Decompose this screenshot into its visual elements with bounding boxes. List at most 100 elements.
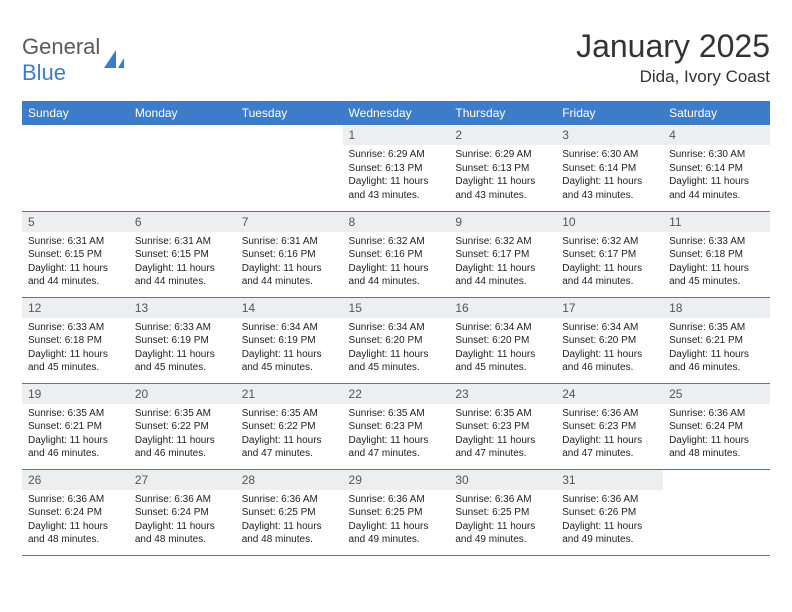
calendar-cell: 29Sunrise: 6:36 AMSunset: 6:25 PMDayligh…	[343, 469, 450, 555]
day-detail-line: Sunset: 6:26 PM	[562, 506, 657, 520]
header: General Blue January 2025 Dida, Ivory Co…	[22, 28, 770, 87]
day-number: 26	[22, 470, 129, 490]
day-number: 27	[129, 470, 236, 490]
day-detail-line: Daylight: 11 hours and 46 minutes.	[28, 434, 123, 461]
day-detail-line: Sunset: 6:24 PM	[28, 506, 123, 520]
day-detail-line: Sunrise: 6:30 AM	[669, 148, 764, 162]
weekday-header: Saturday	[663, 101, 770, 125]
day-detail-line: Sunset: 6:17 PM	[562, 248, 657, 262]
calendar-cell: 9Sunrise: 6:32 AMSunset: 6:17 PMDaylight…	[449, 211, 556, 297]
day-detail-line: Sunset: 6:24 PM	[135, 506, 230, 520]
brand-text-1: General	[22, 34, 100, 59]
day-number: 31	[556, 470, 663, 490]
day-number: 8	[343, 212, 450, 232]
day-detail-line: Daylight: 11 hours and 49 minutes.	[562, 520, 657, 547]
calendar-cell: 22Sunrise: 6:35 AMSunset: 6:23 PMDayligh…	[343, 383, 450, 469]
calendar-cell: 21Sunrise: 6:35 AMSunset: 6:22 PMDayligh…	[236, 383, 343, 469]
day-number: 14	[236, 298, 343, 318]
calendar-cell: 14 Sunrise: 6:34 AMSunset: 6:19 PMDayligh…	[236, 297, 343, 383]
day-detail-line: Sunrise: 6:30 AM	[562, 148, 657, 162]
calendar-header-row: SundayMondayTuesdayWednesdayThursdayFrid…	[22, 101, 770, 125]
day-detail-line: Sunset: 6:22 PM	[242, 420, 337, 434]
calendar-cell: 31Sunrise: 6:36 AMSunset: 6:26 PMDayligh…	[556, 469, 663, 555]
day-detail-line: Sunrise: 6:34 AM	[562, 321, 657, 335]
calendar-cell: 15Sunrise: 6:34 AMSunset: 6:20 PMDayligh…	[343, 297, 450, 383]
calendar-cell	[236, 125, 343, 211]
day-detail-line: Daylight: 11 hours and 44 minutes.	[135, 262, 230, 289]
day-detail-line: Sunrise: 6:31 AM	[28, 235, 123, 249]
brand-text-2: Blue	[22, 60, 66, 85]
day-details: Sunrise: 6:35 AMSunset: 6:22 PMDaylight:…	[129, 404, 236, 465]
calendar-cell: 13Sunrise: 6:33 AMSunset: 6:19 PMDayligh…	[129, 297, 236, 383]
day-detail-line: Daylight: 11 hours and 49 minutes.	[455, 520, 550, 547]
calendar-cell: 25Sunrise: 6:36 AMSunset: 6:24 PMDayligh…	[663, 383, 770, 469]
day-details: Sunrise: 6:30 AMSunset: 6:14 PMDaylight:…	[663, 145, 770, 206]
calendar-cell: 2Sunrise: 6:29 AMSunset: 6:13 PMDaylight…	[449, 125, 556, 211]
day-detail-line: Sunrise: 6:34 AM	[349, 321, 444, 335]
day-detail-line: Sunrise: 6:36 AM	[135, 493, 230, 507]
day-detail-line: Sunset: 6:16 PM	[242, 248, 337, 262]
weekday-header: Sunday	[22, 101, 129, 125]
weekday-header: Wednesday	[343, 101, 450, 125]
title-block: January 2025 Dida, Ivory Coast	[576, 28, 770, 87]
day-number: 1	[343, 125, 450, 145]
calendar-table: SundayMondayTuesdayWednesdayThursdayFrid…	[22, 101, 770, 556]
day-details: Sunrise: 6:36 AMSunset: 6:25 PMDaylight:…	[449, 490, 556, 551]
day-detail-line: Daylight: 11 hours and 45 minutes.	[455, 348, 550, 375]
calendar-week-row: 19Sunrise: 6:35 AMSunset: 6:21 PMDayligh…	[22, 383, 770, 469]
day-detail-line: Daylight: 11 hours and 45 minutes.	[28, 348, 123, 375]
day-number: 10	[556, 212, 663, 232]
day-detail-line: Daylight: 11 hours and 44 minutes.	[669, 175, 764, 202]
calendar-cell: 10Sunrise: 6:32 AMSunset: 6:17 PMDayligh…	[556, 211, 663, 297]
day-detail-line: Daylight: 11 hours and 48 minutes.	[135, 520, 230, 547]
day-detail-line: Sunrise: 6:32 AM	[562, 235, 657, 249]
day-number: 24	[556, 384, 663, 404]
day-detail-line: Daylight: 11 hours and 45 minutes.	[242, 348, 337, 375]
day-number: 21	[236, 384, 343, 404]
day-detail-line: Daylight: 11 hours and 48 minutes.	[242, 520, 337, 547]
day-number: 25	[663, 384, 770, 404]
day-detail-line: Sunset: 6:20 PM	[349, 334, 444, 348]
day-detail-line: Daylight: 11 hours and 48 minutes.	[669, 434, 764, 461]
day-detail-line: Sunrise: 6:29 AM	[455, 148, 550, 162]
calendar-cell: 24Sunrise: 6:36 AMSunset: 6:23 PMDayligh…	[556, 383, 663, 469]
calendar-cell	[663, 469, 770, 555]
day-number: 29	[343, 470, 450, 490]
calendar-cell	[22, 125, 129, 211]
day-detail-line: Sunset: 6:13 PM	[349, 162, 444, 176]
sail-icon	[102, 48, 126, 72]
day-detail-line: Daylight: 11 hours and 49 minutes.	[349, 520, 444, 547]
day-detail-line: Sunrise: 6:36 AM	[562, 407, 657, 421]
calendar-cell: 23Sunrise: 6:35 AMSunset: 6:23 PMDayligh…	[449, 383, 556, 469]
day-number: 23	[449, 384, 556, 404]
calendar-cell: 4Sunrise: 6:30 AMSunset: 6:14 PMDaylight…	[663, 125, 770, 211]
day-detail-line: Daylight: 11 hours and 44 minutes.	[455, 262, 550, 289]
calendar-cell: 5Sunrise: 6:31 AMSunset: 6:15 PMDaylight…	[22, 211, 129, 297]
day-detail-line: Sunset: 6:19 PM	[242, 334, 337, 348]
day-details: Sunrise: 6:36 AMSunset: 6:26 PMDaylight:…	[556, 490, 663, 551]
calendar-cell: 17Sunrise: 6:34 AMSunset: 6:20 PMDayligh…	[556, 297, 663, 383]
day-detail-line: Sunset: 6:21 PM	[669, 334, 764, 348]
day-number: 12	[22, 298, 129, 318]
day-detail-line: Daylight: 11 hours and 43 minutes.	[562, 175, 657, 202]
weekday-header: Tuesday	[236, 101, 343, 125]
day-detail-line: Sunset: 6:22 PM	[135, 420, 230, 434]
day-number: 20	[129, 384, 236, 404]
day-detail-line: Daylight: 11 hours and 47 minutes.	[562, 434, 657, 461]
day-number: 30	[449, 470, 556, 490]
day-detail-line: Sunset: 6:23 PM	[455, 420, 550, 434]
day-detail-line: Daylight: 11 hours and 44 minutes.	[349, 262, 444, 289]
calendar-cell: 30Sunrise: 6:36 AMSunset: 6:25 PMDayligh…	[449, 469, 556, 555]
day-details: Sunrise: 6:35 AMSunset: 6:23 PMDaylight:…	[343, 404, 450, 465]
calendar-cell: 11Sunrise: 6:33 AMSunset: 6:18 PMDayligh…	[663, 211, 770, 297]
day-detail-line: Sunset: 6:17 PM	[455, 248, 550, 262]
day-detail-line: Sunrise: 6:35 AM	[135, 407, 230, 421]
calendar-week-row: 1 Sunrise: 6:29 AM Sunset: 6:13 PM Daylight…	[22, 125, 770, 211]
day-detail-line: Daylight: 11 hours and 44 minutes.	[242, 262, 337, 289]
day-detail-line: Daylight: 11 hours and 45 minutes.	[669, 262, 764, 289]
day-detail-line: Sunrise: 6:35 AM	[349, 407, 444, 421]
day-details: Sunrise: 6:34 AMSunset: 6:20 PMDaylight:…	[556, 318, 663, 379]
day-detail-line: Sunrise: 6:34 AM	[242, 321, 337, 335]
day-detail-line: Sunrise: 6:36 AM	[669, 407, 764, 421]
day-details: Sunrise: 6:36 AMSunset: 6:23 PMDaylight:…	[556, 404, 663, 465]
